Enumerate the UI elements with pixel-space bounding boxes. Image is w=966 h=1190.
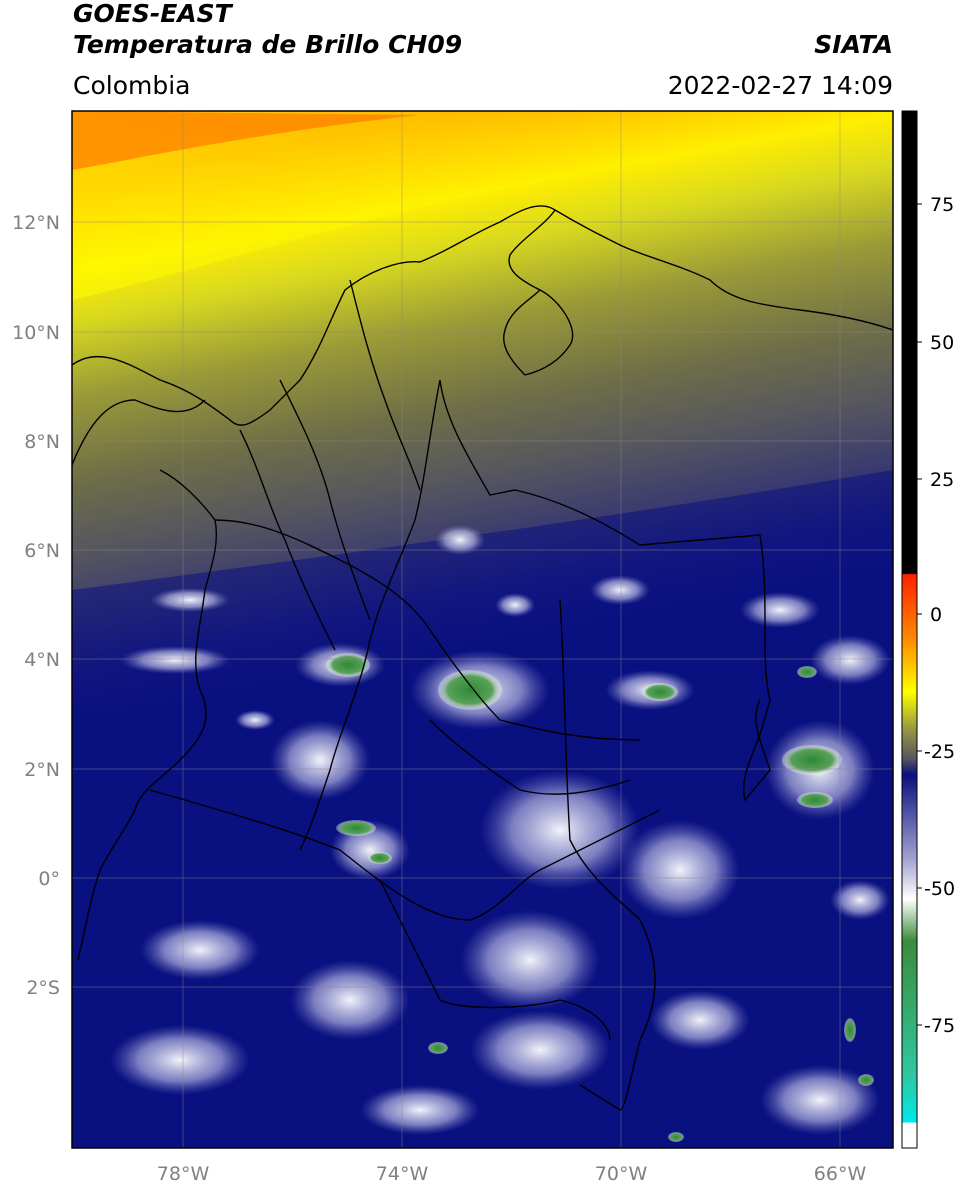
colorbar-tick: 75 <box>930 194 954 216</box>
datetime-label: 2022-02-27 14:09 <box>667 71 893 100</box>
maracaibo <box>524 289 574 376</box>
lat-label: 0° <box>38 868 60 890</box>
lon-label: 74°W <box>376 1163 429 1185</box>
lat-label: 12°N <box>12 212 60 234</box>
lat-label: 8°N <box>24 431 60 453</box>
lon-axis: 78°W 74°W 70°W 66°W <box>157 1163 867 1185</box>
lat-axis: 12°N 10°N 8°N 6°N 4°N 2°N 0° 2°S <box>12 212 60 999</box>
boundaries <box>72 205 893 1111</box>
lat-label: 2°N <box>24 759 60 781</box>
border-interior-4 <box>349 279 421 491</box>
lat-label: 2°S <box>26 977 60 999</box>
coast-caribbean <box>72 205 556 426</box>
border-interior-3 <box>279 379 371 621</box>
colorbar-tick: -25 <box>924 741 955 763</box>
coast-panama <box>72 399 206 466</box>
border-brazil <box>559 599 656 1111</box>
border-interior-5 <box>239 429 336 651</box>
border-peru <box>379 879 611 1041</box>
cold-region <box>72 470 893 1148</box>
lat-label: 6°N <box>24 540 60 562</box>
colorbar: 75 50 25 0 -25 -50 -75 <box>901 110 955 1149</box>
warm-band <box>72 111 893 300</box>
coast-venezuela <box>554 209 893 331</box>
border-interior-1 <box>299 379 441 851</box>
colorbar-ramp <box>901 110 918 1149</box>
lon-label: 70°W <box>595 1163 648 1185</box>
map-frame <box>71 110 894 1149</box>
cold-cloud-tops <box>326 653 874 1142</box>
colorbar-tick: -50 <box>924 878 955 900</box>
lat-label: 4°N <box>24 649 60 671</box>
colorbar-tick: 25 <box>930 469 954 491</box>
title-product: Temperatura de Brillo CH09 <box>73 30 463 59</box>
graticule <box>72 111 893 1148</box>
border-ecuador <box>149 789 661 921</box>
border-interior-6 <box>429 719 631 795</box>
lon-label: 66°W <box>814 1163 867 1185</box>
colorbar-tick: 50 <box>930 332 954 354</box>
satellite-imagery <box>72 111 893 1148</box>
lat-label: 10°N <box>12 322 60 344</box>
brand-label: SIATA <box>814 30 893 59</box>
lon-label: 78°W <box>157 1163 210 1185</box>
cloud-clusters <box>110 525 890 1135</box>
colorbar-tick: -75 <box>924 1015 955 1037</box>
region-label: Colombia <box>73 71 191 100</box>
colorbar-tick: 0 <box>930 604 942 626</box>
title-satellite: GOES-EAST <box>73 0 232 28</box>
coast-pacific <box>77 469 218 961</box>
hot-corner <box>72 111 420 170</box>
border-interior-2 <box>214 519 641 741</box>
border-venezuela <box>439 379 771 802</box>
